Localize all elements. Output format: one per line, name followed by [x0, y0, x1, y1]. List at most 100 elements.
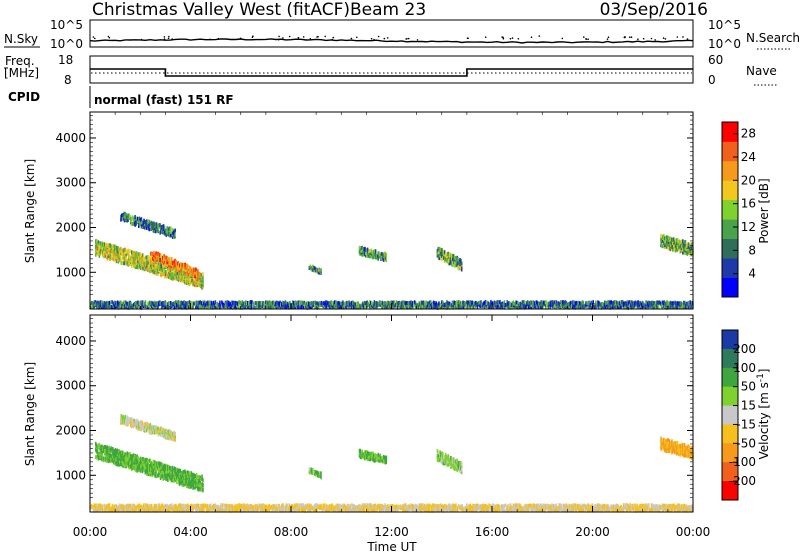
echo-cell	[680, 301, 682, 306]
echo-cell	[191, 301, 193, 306]
echo-cell	[672, 237, 674, 242]
echo-cell	[426, 303, 428, 308]
echo-cell	[100, 248, 102, 253]
echo-cell	[112, 506, 114, 511]
echo-cell	[192, 481, 194, 485]
echo-cell	[98, 246, 101, 251]
echo-cell	[126, 505, 129, 510]
echo-cell	[181, 272, 183, 277]
echo-cell	[450, 257, 452, 262]
echo-cell	[607, 300, 610, 305]
echo-cell	[134, 220, 136, 225]
echo-cell	[187, 480, 190, 485]
echo-cell	[366, 247, 369, 252]
echo-cell	[636, 304, 638, 309]
echo-cell	[383, 455, 386, 460]
echo-cell	[162, 467, 164, 472]
echo-cell	[107, 503, 110, 508]
echo-cell	[274, 304, 277, 309]
echo-cell	[672, 301, 674, 306]
echo-cell	[167, 473, 169, 478]
echo-cell	[498, 303, 500, 308]
echo-cell	[315, 470, 318, 475]
echo-cell	[274, 300, 276, 305]
noise-dot	[466, 37, 469, 39]
echo-cell	[646, 300, 648, 305]
echo-cell	[137, 504, 140, 509]
echo-cell	[538, 301, 541, 306]
echo-cell	[93, 300, 96, 305]
echo-cell	[148, 227, 151, 232]
echo-cell	[625, 305, 628, 310]
echo-cell	[124, 214, 127, 219]
echo-cell	[456, 258, 458, 263]
echo-cell	[173, 267, 175, 272]
echo-cell	[153, 221, 155, 226]
echo-cell	[686, 243, 689, 248]
echo-cell	[146, 424, 148, 428]
echo-cell	[160, 505, 163, 510]
echo-cell	[141, 265, 144, 270]
echo-cell	[175, 476, 177, 481]
echo-cell	[675, 238, 678, 243]
echo-cell	[119, 300, 122, 305]
echo-cell	[131, 419, 134, 424]
echo-cell	[171, 261, 174, 265]
echo-cell	[130, 421, 132, 426]
echo-cell	[667, 444, 670, 448]
echo-cell	[363, 455, 365, 460]
cpid-text: normal (fast) 151 RF	[94, 93, 234, 107]
echo-cell	[156, 301, 158, 306]
echo-cell	[453, 302, 455, 307]
echo-cell	[159, 258, 161, 262]
echo-cell	[115, 453, 118, 457]
echo-cell	[179, 300, 182, 305]
echo-cell	[472, 304, 474, 309]
echo-cell	[318, 270, 320, 275]
echo-cell	[452, 460, 454, 465]
echo-cell	[582, 303, 585, 308]
echo-cell	[138, 255, 140, 260]
echo-cell	[579, 301, 582, 306]
echo-cell	[135, 253, 137, 258]
echo-cell	[308, 503, 311, 508]
echo-cell	[143, 460, 146, 465]
echo-cell	[188, 272, 190, 277]
echo-cell	[336, 301, 339, 306]
echo-cell	[456, 300, 458, 305]
echo-cell	[473, 303, 475, 308]
echo-cell	[162, 259, 164, 264]
echo-cell	[297, 300, 299, 305]
echo-cell	[98, 251, 101, 256]
echo-cell	[198, 507, 201, 512]
echo-cell	[103, 241, 105, 246]
noise-dot	[350, 37, 353, 40]
echo-cell	[461, 300, 463, 305]
echo-cell	[329, 304, 332, 309]
echo-cell	[544, 301, 546, 305]
echo-cell	[156, 461, 158, 466]
echo-cell	[135, 263, 137, 268]
echo-cell	[162, 255, 164, 260]
echo-cell	[646, 305, 648, 310]
echo-cell	[131, 253, 134, 258]
echo-cell	[671, 304, 673, 309]
echo-cell	[254, 507, 256, 512]
echo-cell	[512, 305, 515, 310]
echo-cell	[382, 257, 385, 262]
echo-cell	[683, 453, 685, 458]
echo-cell	[296, 300, 298, 305]
echo-cell	[146, 225, 149, 230]
echo-cell	[461, 264, 463, 269]
echo-cell	[99, 503, 102, 508]
echo-cell	[609, 305, 611, 310]
echo-cell	[101, 504, 104, 509]
echo-cell	[312, 264, 314, 269]
echo-cell	[125, 301, 128, 306]
echo-cell	[119, 305, 122, 310]
echo-cell	[197, 300, 200, 305]
echo-cell	[316, 301, 318, 306]
echo-cell	[123, 416, 126, 421]
echo-cell	[146, 460, 148, 465]
echo-cell	[159, 253, 161, 258]
